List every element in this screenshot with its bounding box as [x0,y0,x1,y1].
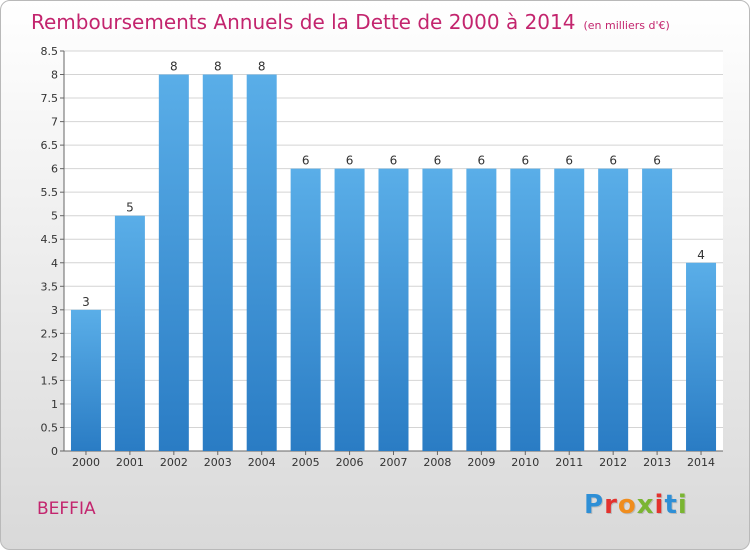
x-tick-label: 2004 [248,456,276,469]
chart-unit: (en milliers d'€) [583,19,670,32]
chart-title: Remboursements Annuels de la Dette de 20… [31,10,670,34]
bar-value-label: 6 [346,154,354,168]
x-tick-label: 2014 [687,456,715,469]
bar [642,168,673,451]
bar [598,168,629,451]
logo-letter: i [677,490,688,520]
y-tick-label: 3 [51,304,58,317]
bar-value-label: 6 [390,154,398,168]
bar-value-label: 8 [258,60,266,74]
bar [70,309,101,451]
x-tick-label: 2008 [423,456,451,469]
y-tick-label: 0.5 [41,421,59,434]
y-tick-label: 5 [51,210,58,223]
bar-value-label: 6 [565,154,573,168]
x-tick-label: 2000 [72,456,100,469]
x-tick-label: 2010 [511,456,539,469]
y-tick-label: 8 [51,69,58,82]
y-tick-label: 8.5 [41,45,59,58]
logo-letter: r [604,490,618,520]
x-tick-label: 2002 [160,456,188,469]
chart-title-text: Remboursements Annuels de la Dette de 20… [31,10,576,34]
x-tick-label: 2007 [380,456,408,469]
y-tick-label: 2.5 [41,327,59,340]
y-tick-label: 6 [51,163,58,176]
x-tick-label: 2013 [643,456,671,469]
bar [114,215,145,451]
logo-letter: o [617,490,637,520]
logo-letter: x [636,490,655,520]
bar-value-label: 6 [302,154,310,168]
bar-value-label: 8 [214,60,222,74]
x-tick-label: 2003 [204,456,232,469]
bar-value-label: 8 [170,60,178,74]
bar [202,74,233,451]
x-tick-label: 2005 [292,456,320,469]
bar-value-label: 3 [82,295,90,309]
y-tick-label: 1.5 [41,374,59,387]
bar [334,168,365,451]
bar [554,168,585,451]
y-tick-label: 7 [51,116,58,129]
y-tick-label: 7.5 [41,92,59,105]
bar-value-label: 6 [609,154,617,168]
y-tick-label: 0 [51,445,58,458]
x-tick-label: 2009 [467,456,495,469]
bar-value-label: 6 [434,154,442,168]
logo-letter: i [654,490,665,520]
x-tick-label: 2001 [116,456,144,469]
x-tick-label: 2011 [555,456,583,469]
bar-value-label: 5 [126,201,134,215]
bar [422,168,453,451]
bar [290,168,321,451]
bar-value-label: 4 [697,248,705,262]
bar [686,262,717,451]
logo-letter: P [584,490,605,520]
bar-value-label: 6 [653,154,661,168]
y-tick-label: 3.5 [41,280,59,293]
bar [466,168,497,451]
bar [158,74,189,451]
bar [378,168,409,451]
x-tick-label: 2012 [599,456,627,469]
bar [246,74,277,451]
logo-letter: t [664,490,678,520]
y-tick-label: 4 [51,257,58,270]
bar [510,168,541,451]
bar-value-label: 6 [478,154,486,168]
commune-name: BEFFIA [37,499,96,519]
x-tick-label: 2006 [336,456,364,469]
proxiti-logo: Proxiti [584,490,688,520]
y-tick-label: 5.5 [41,186,59,199]
bar-value-label: 6 [521,154,529,168]
y-tick-label: 2 [51,351,58,364]
y-tick-label: 6.5 [41,139,59,152]
y-tick-label: 4.5 [41,233,59,246]
y-tick-label: 1 [51,398,58,411]
